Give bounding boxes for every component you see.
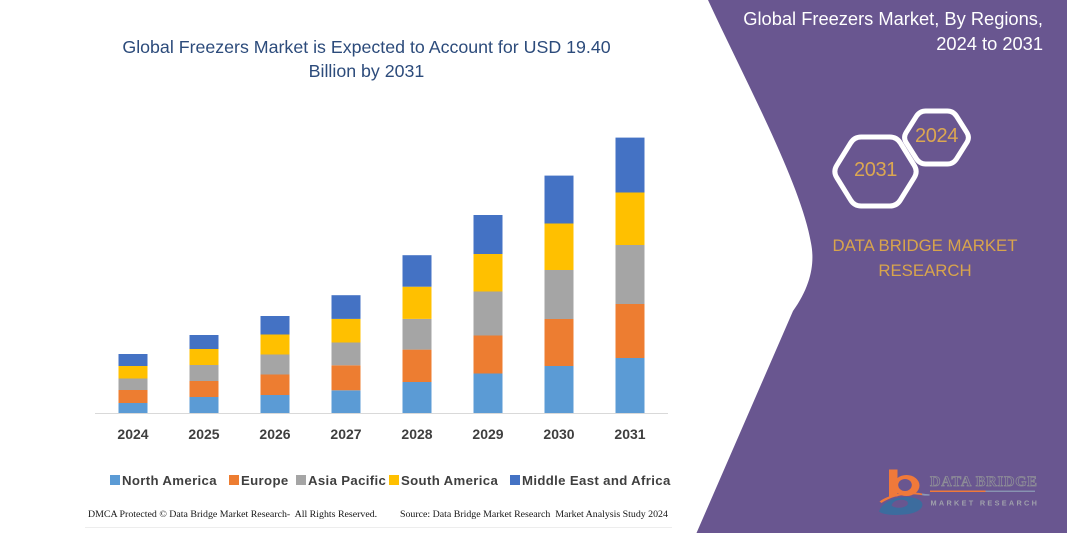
svg-text:MARKET RESEARCH: MARKET RESEARCH <box>931 499 1040 508</box>
svg-text:DATA BRIDGE: DATA BRIDGE <box>930 474 1038 490</box>
